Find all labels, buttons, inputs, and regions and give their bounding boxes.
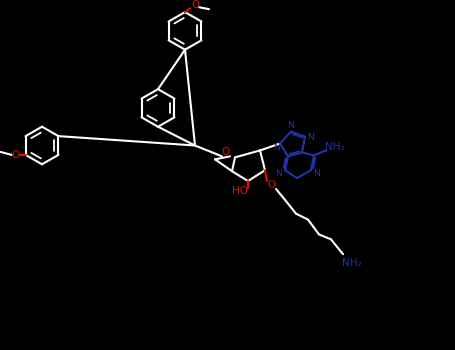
Text: O: O [11, 150, 20, 160]
Text: O: O [191, 0, 199, 10]
Text: NH₂: NH₂ [325, 142, 345, 153]
Text: NH₂: NH₂ [342, 258, 362, 268]
Text: HO: HO [232, 186, 248, 196]
Text: N: N [308, 133, 314, 142]
Text: N: N [288, 121, 294, 130]
Text: N: N [313, 169, 319, 178]
Text: O: O [268, 180, 276, 190]
Text: N: N [273, 143, 279, 152]
Text: N: N [276, 169, 283, 178]
Text: O: O [222, 147, 230, 158]
